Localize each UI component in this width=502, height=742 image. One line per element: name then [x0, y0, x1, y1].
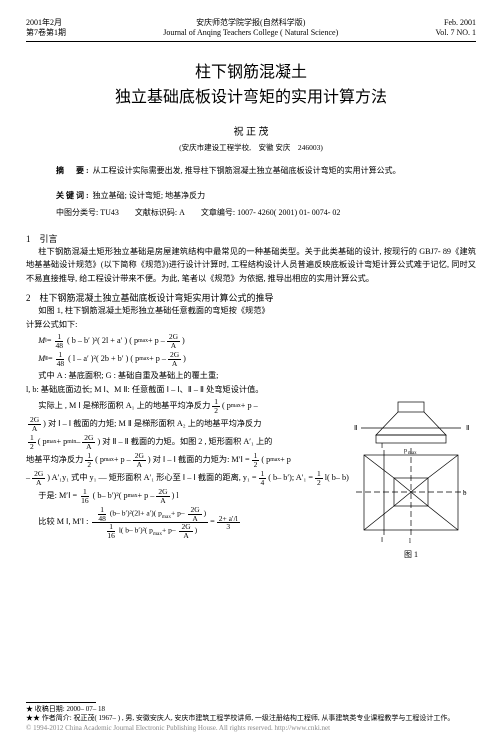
desc-2: l, b: 基础底面边长; M Ⅰ、M Ⅱ: 任意截面 Ⅰ – Ⅰ、Ⅱ – Ⅱ …	[26, 383, 336, 397]
affiliation: (安庆市建设工程学校, 安徽 安庆 246003)	[26, 142, 476, 153]
vol-cn: 第7卷第1期	[26, 28, 66, 38]
svg-text:p: p	[404, 448, 407, 454]
journal-cn: 安庆师范学院学报(自然科学版)	[66, 18, 435, 28]
classification: 中图分类号: TU43 文献标识码: A 文章编号: 1007- 4260( 2…	[56, 207, 446, 218]
author: 祝 正 茂	[26, 123, 476, 138]
abstract-label: 摘 要:	[56, 166, 91, 175]
article-title: 柱下钢筋混凝土 独立基础底板设计弯矩的实用计算方法	[26, 60, 476, 111]
header-right: Feb. 2001 Vol. 7 NO. 1	[435, 18, 476, 39]
abstract: 摘 要: 从工程设计实际需要出发, 推导柱下钢筋混凝土独立基础底板设计弯矩的实用…	[56, 165, 446, 178]
header-rule	[26, 41, 476, 42]
desc-1: 式中 A : 基底面积; G : 基础自重及基础上的覆土重;	[26, 369, 336, 383]
formula-m1: MⅠ = 148 ( b – b′ )²( 2l + a′ ) ( pmax +…	[26, 333, 336, 349]
cls-b: 文献标识码: A	[135, 208, 185, 217]
header-center: 安庆师范学院学报(自然科学版) Journal of Anqing Teache…	[66, 18, 435, 39]
para-2: 12 ( pmax + pmin – 2GA ) 对 Ⅱ – Ⅱ 截面的力矩。如…	[26, 434, 336, 450]
foundation-diagram-icon: Ⅱ Ⅱ Ⅰ Ⅰ p max b l	[346, 400, 476, 545]
sec2-line-2: 计算公式如下:	[26, 318, 336, 332]
svg-text:l: l	[409, 537, 411, 545]
received-date: ★ 收稿日期: 2000– 07– 18	[26, 705, 476, 715]
svg-text:Ⅱ: Ⅱ	[466, 424, 469, 432]
author-bio: ★★ 作者简介: 祝正茂( 1967– ) , 男, 安徽安庆人, 安庆市建筑工…	[26, 714, 476, 724]
journal-en: Journal of Anqing Teachers College ( Nat…	[66, 28, 435, 38]
keywords-text: 独立基础; 设计弯矩; 地基净反力	[93, 191, 205, 200]
para-1b: 2GA ) 对 Ⅰ – Ⅰ 截面的力矩; M Ⅱ 是梯形面积 A₂ 上的地基平均…	[26, 416, 336, 432]
svg-text:max: max	[408, 451, 417, 456]
section-1-body: 柱下钢筋混凝土矩形独立基础是房屋建筑结构中最常见的一种基础类型。关于此类基础的设…	[26, 245, 476, 286]
cls-c: 文章编号: 1007- 4260( 2001) 01- 0074- 02	[201, 208, 341, 217]
page-header: 2001年2月 第7卷第1期 安庆师范学院学报(自然科学版) Journal o…	[26, 18, 476, 39]
vol-en: Vol. 7 NO. 1	[435, 28, 476, 38]
section-1-head: 1 引言	[26, 232, 476, 245]
footer: ★ 收稿日期: 2000– 07– 18 ★★ 作者简介: 祝正茂( 1967–…	[26, 702, 476, 734]
header-left: 2001年2月 第7卷第1期	[26, 18, 66, 39]
svg-text:Ⅰ: Ⅰ	[381, 536, 383, 544]
svg-text:Ⅱ: Ⅱ	[354, 424, 357, 432]
svg-text:b: b	[463, 489, 467, 497]
section-2-head: 2 柱下钢筋混凝土独立基础底板设计弯矩实用计算公式的推导	[26, 291, 476, 304]
keywords-label: 关键词:	[56, 191, 91, 200]
date-en: Feb. 2001	[435, 18, 476, 28]
title-line-2: 独立基础底板设计弯矩的实用计算方法	[26, 85, 476, 111]
para-1: 实际上 , M Ⅰ 是梯形面积 A₁ 上的地基平均净反力 12 ( pmax +…	[26, 398, 336, 414]
abstract-text: 从工程设计实际需要出发, 推导柱下钢筋混凝土独立基础底板设计弯矩的实用计算公式。	[93, 166, 401, 175]
title-line-1: 柱下钢筋混凝土	[26, 60, 476, 86]
sec2-line-1: 如图 1, 柱下钢筋混凝土矩形独立基础任意截面的弯矩按《规范》	[26, 304, 336, 318]
date-cn: 2001年2月	[26, 18, 66, 28]
svg-text:Ⅰ: Ⅰ	[381, 442, 383, 450]
cls-a: 中图分类号: TU43	[56, 208, 119, 217]
main-column: 如图 1, 柱下钢筋混凝土矩形独立基础任意截面的弯矩按《规范》 计算公式如下: …	[26, 304, 336, 450]
watermark: © 1994-2012 China Academic Journal Elect…	[26, 724, 476, 734]
figure-1: Ⅱ Ⅱ Ⅰ Ⅰ p max b l 图 1	[346, 400, 476, 560]
formula-m2: MⅡ = 148 ( l – a′ )²( 2b + b′ ) ( pmax +…	[26, 351, 336, 367]
figure-1-caption: 图 1	[346, 549, 476, 560]
keywords: 关键词: 独立基础; 设计弯矩; 地基净反力	[56, 190, 446, 203]
